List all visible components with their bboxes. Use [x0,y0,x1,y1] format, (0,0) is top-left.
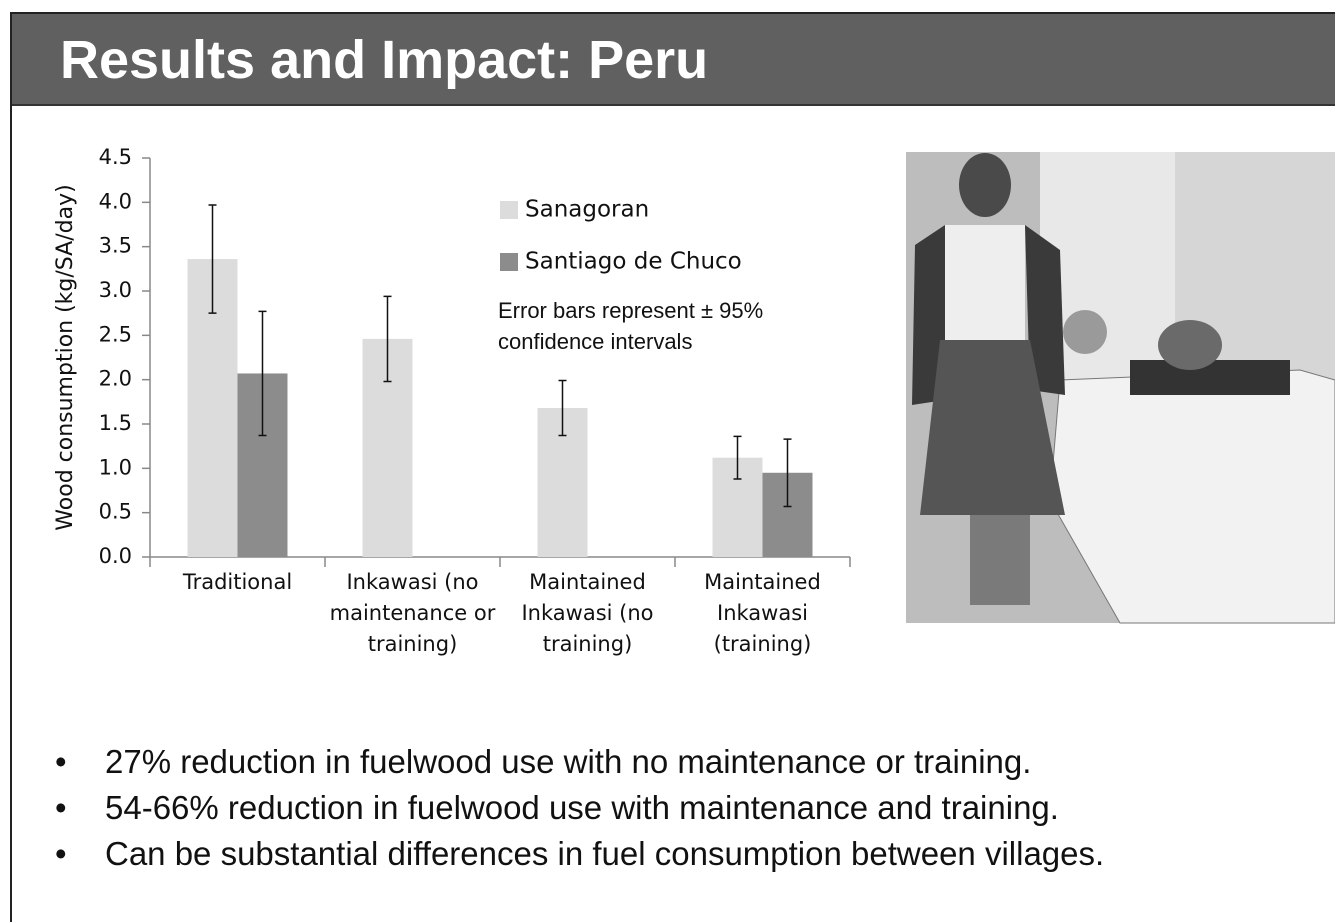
x-tick-label: Maintained Inkawasi (training) [678,567,848,660]
legend-swatch [500,253,518,271]
y-tick-label: 4.5 [99,145,132,169]
bullet-text: Can be substantial differences in fuel c… [105,834,1104,874]
y-tick-label: 1.5 [99,411,132,435]
bullet-dot: • [55,834,67,874]
y-tick-label: 0.5 [99,500,132,524]
bullet-dot: • [55,742,67,782]
bullet-text: 54-66% reduction in fuelwood use with ma… [105,788,1059,828]
annotation: Error bars represent ± 95% confidence in… [498,295,828,357]
legend-swatch [500,201,518,219]
y-tick-label: 1.0 [99,455,132,479]
x-tick-label: Traditional [153,567,323,598]
photo [906,152,1335,623]
y-tick-label: 2.0 [99,367,132,391]
y-tick-label: 3.0 [99,278,132,302]
y-tick-label: 4.0 [99,189,132,213]
legend-label: Santiago de Chuco [525,249,742,275]
x-tick-label: Inkawasi (no maintenance or training) [328,567,498,660]
y-tick-label: 0.0 [99,544,132,568]
page: Results and Impact: Peru 0.00.51.01.52.0… [0,0,1335,922]
x-tick-label: Maintained Inkawasi (no training) [503,567,673,660]
y-tick-label: 2.5 [99,322,132,346]
bullet-dot: • [55,788,67,828]
legend-label: Sanagoran [525,197,649,223]
chart: 0.0 0.5 1.0 1.5 2.0 2.5 3.0 3.5 4.0 4.5 Wood consu… [0,0,1335,922]
y-axis-label: Wood consumption (kg/SA/day) [53,184,78,530]
bullet-text: 27% reduction in fuelwood use with no ma… [105,742,1031,782]
y-tick-label: 3.5 [99,234,132,258]
